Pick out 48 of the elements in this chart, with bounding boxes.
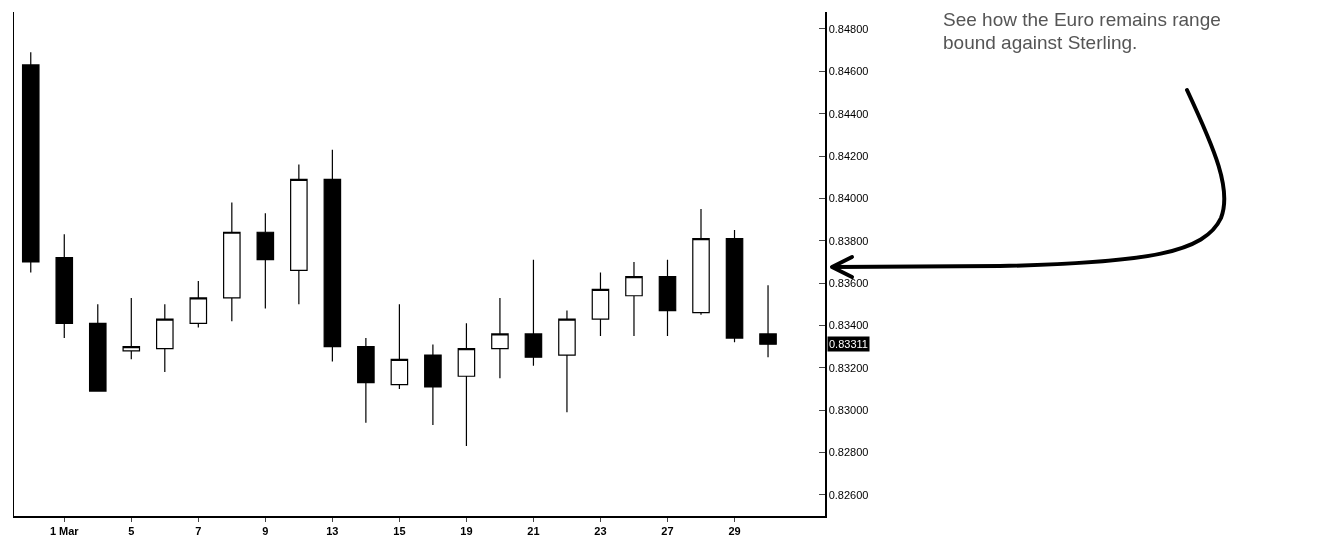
candlestick [759,284,777,358]
x-tick-label: 9 [262,524,269,536]
y-tick-label: 0.83600 [828,276,869,289]
candlestick [658,259,677,337]
x-tick-label: 21 [527,524,540,536]
candlestick [223,201,241,322]
candlestick [323,149,342,363]
x-tick-label: 1 Mar [49,524,80,536]
x-tick-label: 13 [326,524,339,536]
text: See how the Euro remains range bound against Sterling. [943,8,1222,54]
candlestick [725,229,744,343]
candlestick [156,303,174,373]
y-tick-label: 0.83000 [828,403,869,416]
y-tick-label: 0.84600 [828,65,869,78]
candlestick [424,343,442,426]
x-tick-label: 27 [661,524,674,536]
candlestick [88,303,107,392]
candlestick [390,303,409,390]
x-tick-label: 19 [460,524,473,536]
candlestick [625,261,643,337]
candlestick [21,51,40,274]
x-tick-label: 15 [393,524,406,536]
y-tick-label: 0.84400 [828,107,869,120]
candlestick [122,297,141,360]
candlestick [189,280,208,329]
candlestick [524,259,543,367]
y-tick-label: 0.82600 [828,488,869,501]
y-tick-label: 0.83800 [828,234,869,247]
x-tick-label: 23 [594,524,607,536]
y-tick-label: 0.82800 [828,446,869,459]
candlestick [692,208,710,316]
y-tick-label: 0.84800 [828,22,869,35]
x-tick-label: 5 [128,524,135,536]
x-tick-label: 29 [728,524,741,536]
candlestick [491,297,509,379]
candlestick [357,337,375,424]
candlestick [558,309,576,413]
y-tick-label: 0.83200 [828,361,869,374]
text: 0.83311 [829,338,868,350]
candlestick [591,271,610,337]
candlestick [457,322,476,447]
x-tick-label: 7 [195,524,202,536]
y-tick-label: 0.84000 [828,192,869,205]
candlestick [256,212,275,310]
y-tick-label: 0.83400 [828,319,869,332]
candlestick [290,163,308,305]
candlestick [55,233,74,339]
y-tick-label: 0.84200 [828,149,869,162]
